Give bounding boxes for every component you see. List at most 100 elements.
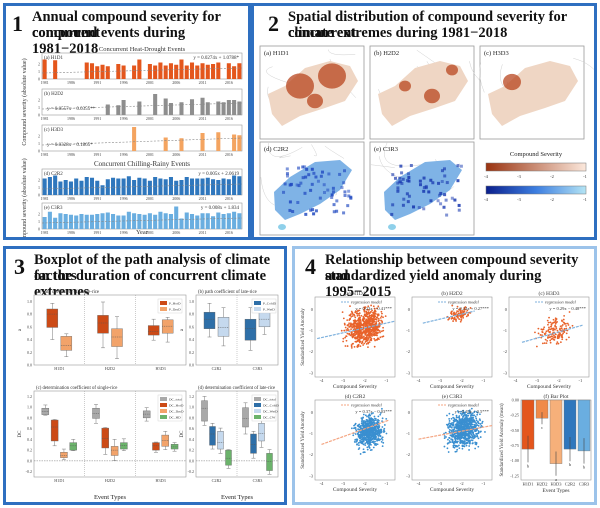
data-point xyxy=(467,424,470,427)
severity-cell xyxy=(291,210,295,214)
y-axis-label: a xyxy=(180,328,185,331)
data-point xyxy=(356,438,358,441)
y-axis-label: Compound severity (absolute value) xyxy=(21,158,28,237)
data-point xyxy=(366,415,368,418)
data-point xyxy=(445,423,448,426)
data-point xyxy=(362,451,365,454)
legend-swatch xyxy=(160,307,167,311)
x-tick-label: 1991 xyxy=(93,230,101,235)
data-point xyxy=(571,324,574,327)
data-point xyxy=(563,314,566,317)
data-point xyxy=(377,314,380,316)
subplot-title: (f) Bar Plot xyxy=(543,393,569,400)
severity-cell xyxy=(349,196,353,200)
data-point xyxy=(360,420,363,423)
data-point xyxy=(463,426,466,429)
data-point xyxy=(477,437,480,440)
data-point xyxy=(449,425,452,428)
x-tick-label: C2R2 xyxy=(212,366,222,371)
bar xyxy=(237,176,242,195)
data-point xyxy=(346,327,349,330)
severity-cell xyxy=(418,183,422,187)
bar xyxy=(205,64,210,79)
data-point xyxy=(464,432,467,434)
data-point xyxy=(376,429,378,432)
severity-region xyxy=(488,61,578,126)
bar xyxy=(179,102,184,115)
data-point xyxy=(448,417,451,420)
data-point xyxy=(470,439,473,442)
y-tick-label: -3 xyxy=(406,370,410,375)
y-tick-label: 1.0 xyxy=(189,299,194,304)
data-point xyxy=(477,432,480,435)
severity-cell xyxy=(396,186,400,190)
subplot-title: (b) path coefficient of late-rice xyxy=(198,290,257,295)
data-point xyxy=(479,423,482,425)
data-point xyxy=(552,329,554,332)
legend-label: DC_total xyxy=(263,398,276,402)
data-point xyxy=(347,329,350,331)
data-point xyxy=(372,305,375,308)
data-point xyxy=(457,411,460,414)
bar xyxy=(179,138,184,151)
severity-cell xyxy=(314,175,318,179)
data-point xyxy=(352,342,354,345)
bar xyxy=(179,180,184,195)
data-point xyxy=(366,441,369,444)
data-point xyxy=(559,325,562,328)
data-point xyxy=(447,438,449,441)
severity-cell xyxy=(396,181,400,185)
severity-cell xyxy=(400,182,404,186)
data-point xyxy=(354,433,357,435)
data-point xyxy=(372,331,374,334)
bar xyxy=(63,180,68,195)
data-point xyxy=(458,433,461,436)
data-point xyxy=(346,319,349,322)
data-point xyxy=(371,428,374,431)
y-tick-label: -0.75 xyxy=(510,443,519,448)
x-tick-label: 2011 xyxy=(199,196,207,201)
data-point xyxy=(367,335,370,337)
x-axis-label: Compound Severity xyxy=(430,384,474,390)
panel-title-line2: compound events during 1981−2018 xyxy=(32,25,186,57)
data-point xyxy=(361,436,364,439)
map-label: (a) H1D1 xyxy=(264,50,289,57)
x-tick-label: 2016 xyxy=(225,196,233,201)
data-point xyxy=(358,338,361,341)
data-point xyxy=(379,435,382,437)
severity-cell xyxy=(288,208,292,212)
bar xyxy=(137,214,142,229)
data-point xyxy=(363,309,366,312)
legend-label: regression model xyxy=(545,300,577,305)
x-tick-label: -4 xyxy=(320,378,324,383)
data-point xyxy=(453,440,456,443)
legend-swatch xyxy=(160,403,167,407)
bar xyxy=(200,97,205,115)
data-point xyxy=(375,328,378,331)
map-label: (c) H3D3 xyxy=(484,50,509,57)
data-point xyxy=(345,339,348,342)
bar xyxy=(226,63,231,79)
y-axis-label: Standardized Yield Anomaly xyxy=(301,308,306,366)
severity-cell xyxy=(399,164,403,168)
bar xyxy=(53,217,58,229)
data-point xyxy=(374,429,377,432)
y-tick-label: 1 xyxy=(38,141,40,146)
data-point xyxy=(359,340,362,343)
bar xyxy=(195,215,200,229)
data-point xyxy=(370,434,372,437)
data-point xyxy=(456,445,458,447)
data-point xyxy=(557,333,560,336)
bar xyxy=(195,65,200,79)
data-point xyxy=(461,416,464,418)
province-boundary xyxy=(384,142,422,167)
y-tick-label: 0.0 xyxy=(27,458,32,463)
data-point xyxy=(356,440,358,442)
severity-cell xyxy=(439,202,443,206)
regression-equation: y = 0.37x − 0.03*** xyxy=(355,409,392,414)
severity-cell xyxy=(343,193,347,197)
y-tick-label: 0 xyxy=(38,193,40,198)
y-tick-label: 0.2 xyxy=(27,350,32,355)
y-tick-label: 1.2 xyxy=(27,394,32,399)
data-point xyxy=(568,336,570,339)
